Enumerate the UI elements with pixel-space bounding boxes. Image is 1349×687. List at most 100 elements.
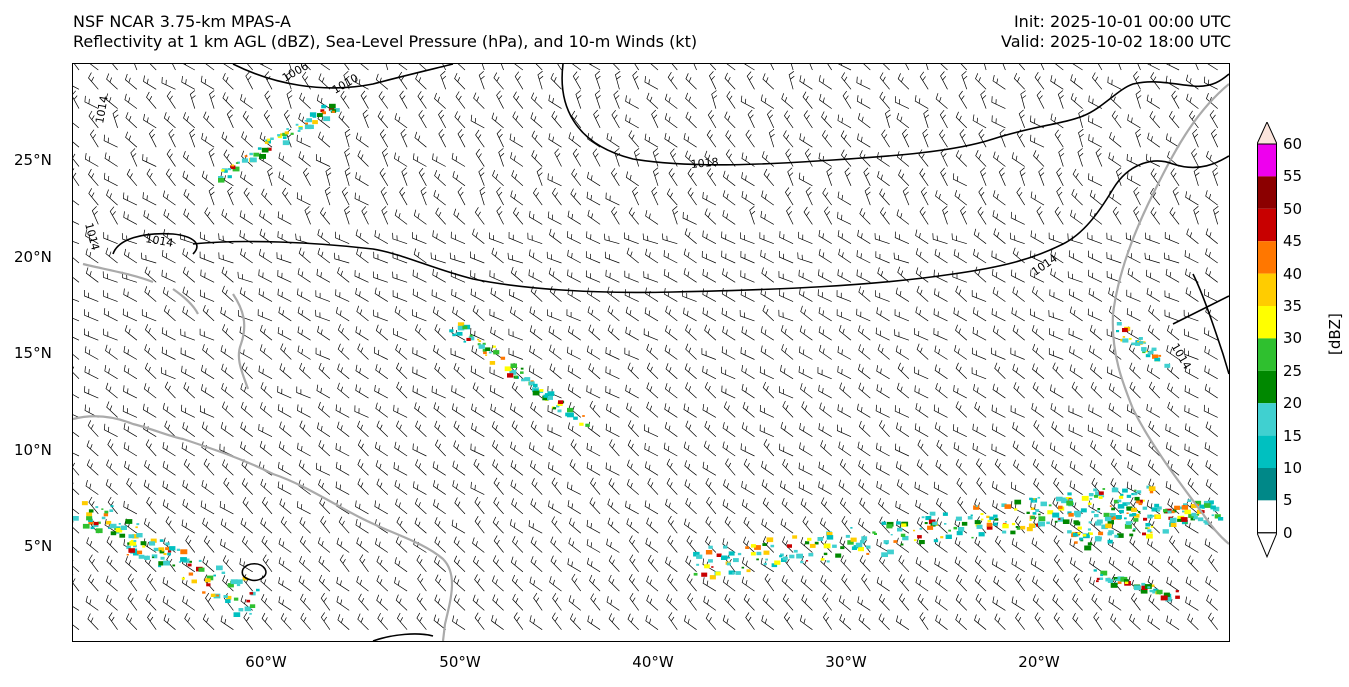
wind-barb xyxy=(395,344,408,360)
wind-barb xyxy=(551,111,562,129)
wind-barb xyxy=(417,91,427,109)
wind-barb xyxy=(202,613,215,630)
wind-barb xyxy=(452,615,466,630)
wind-barb xyxy=(144,362,157,380)
wind-barb xyxy=(535,64,543,71)
wind-barb xyxy=(73,482,80,495)
wind-barb xyxy=(457,187,466,206)
wind-barb xyxy=(721,307,736,322)
wind-barb xyxy=(1150,207,1161,225)
wind-barb xyxy=(740,250,755,264)
reflectivity-cell xyxy=(126,545,131,549)
reflectivity-cell xyxy=(845,534,850,538)
wind-barb xyxy=(603,233,620,245)
lon-label-40w: 40°W xyxy=(632,653,674,671)
wind-barb xyxy=(325,167,332,186)
wind-barb xyxy=(882,64,890,71)
wind-barb xyxy=(567,558,581,573)
wind-barb xyxy=(799,75,813,90)
wind-barb xyxy=(1052,362,1064,380)
reflectivity-cell xyxy=(1110,583,1118,588)
wind-barb xyxy=(548,462,562,476)
wind-barb xyxy=(916,285,929,302)
wind-barb xyxy=(453,208,466,225)
wind-barb xyxy=(73,560,80,573)
wind-barb xyxy=(800,555,813,573)
reflectivity-cell xyxy=(206,575,214,581)
wind-barb xyxy=(338,111,350,129)
wind-barb xyxy=(106,401,118,418)
wind-barb xyxy=(221,285,234,302)
reflectivity-cell xyxy=(142,545,146,548)
wind-barb xyxy=(1108,305,1122,322)
wind-barb xyxy=(961,70,968,90)
wind-barb xyxy=(783,612,794,630)
wind-barb xyxy=(935,498,948,515)
reflectivity-cell xyxy=(1096,510,1100,513)
wind-barb xyxy=(470,114,485,129)
wind-barb xyxy=(971,347,987,360)
wind-barb xyxy=(998,167,1006,186)
wind-barb xyxy=(572,148,582,167)
wind-barb xyxy=(227,186,234,206)
reflectivity-cell xyxy=(1113,515,1119,520)
wind-barb xyxy=(1089,189,1103,206)
wind-barb xyxy=(201,170,215,187)
reflectivity-cell xyxy=(1011,522,1016,526)
wind-barb xyxy=(1031,324,1045,341)
wind-barb xyxy=(876,307,890,322)
wind-barb xyxy=(182,248,196,264)
reflectivity-cell xyxy=(1109,516,1115,520)
colorbar-tick-label: 15 xyxy=(1283,426,1303,445)
wind-barb xyxy=(89,64,99,71)
wind-barb xyxy=(320,516,331,534)
wind-barb xyxy=(663,250,678,264)
wind-barb xyxy=(766,109,775,129)
wind-barb xyxy=(954,537,968,553)
reflectivity-cell xyxy=(329,103,336,109)
wind-barb xyxy=(934,345,948,360)
wind-barb xyxy=(605,385,620,399)
wind-barb xyxy=(940,71,948,90)
wind-barb xyxy=(856,95,871,109)
wind-barb xyxy=(549,228,562,244)
wind-barb xyxy=(1185,576,1199,592)
wind-barb xyxy=(790,64,794,71)
wind-barb xyxy=(125,112,138,129)
wind-barb xyxy=(1052,594,1064,611)
wind-barb xyxy=(529,442,543,457)
wind-barb xyxy=(355,132,369,148)
reflectivity-cell xyxy=(1062,519,1070,524)
reflectivity-cell xyxy=(1002,530,1007,534)
wind-barb xyxy=(183,112,196,129)
wind-barb xyxy=(645,248,659,264)
reflectivity-cell xyxy=(321,111,326,115)
wind-barb xyxy=(955,459,968,476)
reflectivity-cell xyxy=(110,505,114,508)
wind-barb xyxy=(73,85,80,90)
wind-barb xyxy=(820,497,832,515)
wind-barb xyxy=(258,269,273,283)
wind-barb xyxy=(106,536,118,553)
wind-barb xyxy=(935,190,948,206)
reflectivity-cell xyxy=(227,175,232,179)
wind-barb xyxy=(474,574,485,592)
reflectivity-cell xyxy=(510,363,517,368)
wind-barb xyxy=(1010,481,1025,495)
wind-barb xyxy=(784,187,794,206)
wind-barb xyxy=(894,329,910,341)
wind-barb xyxy=(259,344,273,360)
wind-barb xyxy=(317,229,331,244)
wind-barb xyxy=(740,443,755,457)
wind-barb xyxy=(702,577,717,592)
wind-barb xyxy=(240,383,253,399)
wind-barb xyxy=(1078,109,1085,128)
wind-barb xyxy=(955,362,968,380)
wind-barb xyxy=(684,615,697,630)
wind-barb xyxy=(702,403,717,418)
wind-barb xyxy=(974,266,987,283)
wind-barb xyxy=(491,421,504,437)
wind-barb xyxy=(972,442,987,457)
wind-barb xyxy=(895,519,910,534)
reflectivity-cell xyxy=(244,606,252,612)
